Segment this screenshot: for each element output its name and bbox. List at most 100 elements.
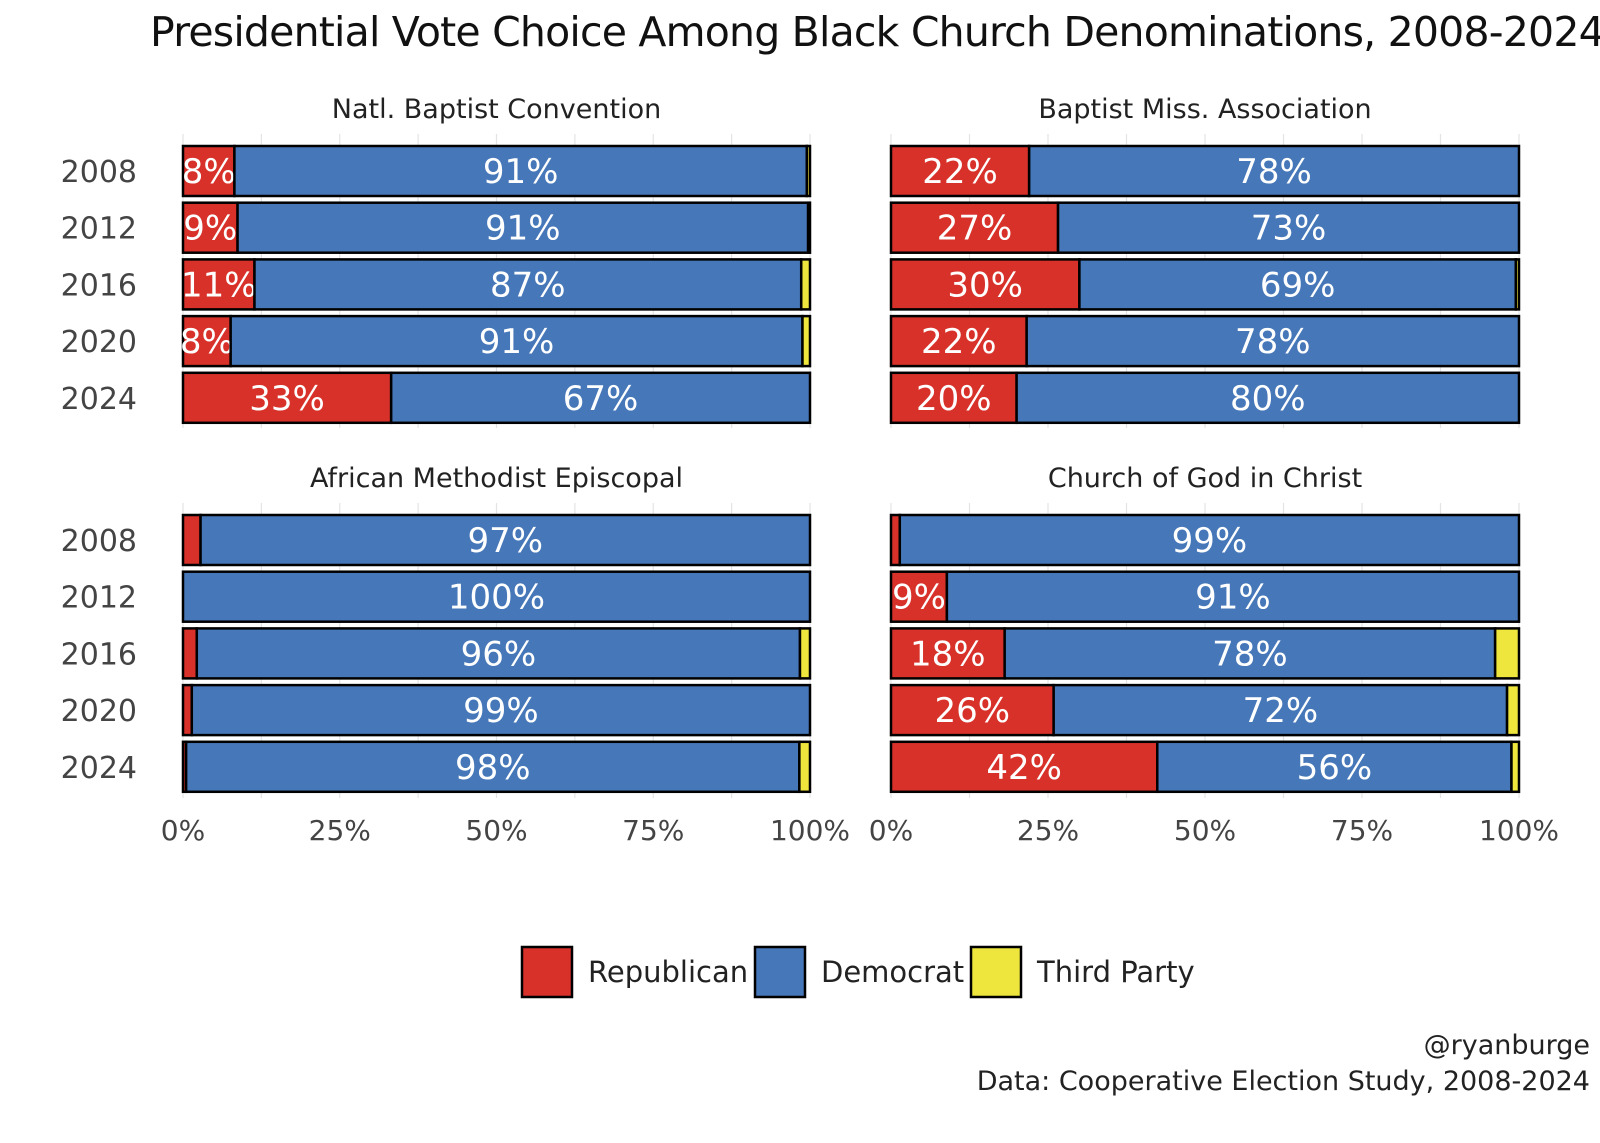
panel-4-label-2016-democrat: 78% (1212, 634, 1288, 674)
panel-1-label-2016-republican: 11% (181, 265, 257, 305)
panel-4-bar-2020-democrat (1052, 683, 1509, 737)
panel-2-bar-2012-democrat (1056, 201, 1521, 254)
year-label-2016: 2016 (61, 637, 137, 672)
panel-2-bar-2008-republican (889, 144, 1031, 198)
panel-3-title: African Methodist Episcopal (310, 463, 683, 494)
panel-2-label-2020-democrat: 78% (1235, 322, 1311, 362)
panel-3-label-2020-democrat: 99% (463, 691, 539, 731)
panel-3-bar-2024-third-party (798, 740, 812, 794)
panel-4-xtick: 25% (1017, 814, 1079, 847)
panel-3-xtick: 0% (161, 814, 205, 847)
panel-2-bar-2012-republican (889, 201, 1060, 254)
panel-1-label-2012-republican: 9% (183, 209, 237, 249)
panel-3-xtick: 25% (309, 814, 371, 847)
panel-1-bar-2008-democrat (233, 144, 809, 198)
year-label-2020: 2020 (61, 694, 137, 729)
panel-1-label-2024-republican: 33% (249, 379, 325, 419)
year-label-2012: 2012 (61, 581, 137, 616)
panel-4-bar-2012-republican (889, 570, 949, 623)
credit-handle: @ryanburge (1423, 1030, 1590, 1061)
legend-label-democrat: Democrat (821, 955, 964, 989)
panel-3-label-2012-democrat: 100% (448, 578, 545, 618)
panel-2-bar-2020-republican (889, 314, 1028, 368)
panel-3-bar-2016-third-party (798, 627, 812, 680)
panel-3-bar-2016-republican (181, 627, 199, 680)
panel-3-bar-2020-republican (181, 683, 194, 737)
panel-4-bar-2008-republican (889, 513, 902, 567)
panel-2-label-2012-democrat: 73% (1251, 209, 1327, 249)
panel-4-label-2016-republican: 18% (910, 634, 986, 674)
panel-2-label-2024-republican: 20% (916, 379, 992, 419)
panel-3-bar-2012-democrat (181, 570, 812, 623)
panel-1-bar-2016-republican (181, 258, 256, 311)
panel-4-bar-2008-democrat (898, 513, 1521, 567)
panel-4-label-2024-republican: 42% (986, 748, 1062, 788)
panel-4-bar-2024-republican (889, 740, 1159, 794)
panel-1-bar-2008-third-party (805, 144, 812, 198)
panel-3-bar-2008-democrat (199, 513, 812, 567)
year-label-2016: 2016 (61, 268, 137, 303)
credit-source: Data: Cooperative Election Study, 2008-2… (976, 1066, 1590, 1097)
panel-2-bar-2016-republican (889, 258, 1081, 311)
panel-1-bar-2020-republican (181, 314, 232, 368)
panel-4-label-2024-democrat: 56% (1297, 748, 1373, 788)
panel-1-title: Natl. Baptist Convention (332, 94, 661, 125)
panel-2-bar-2024-democrat (1015, 371, 1521, 425)
year-label-2024: 2024 (61, 751, 137, 786)
panel-4-bar-2016-democrat (1003, 627, 1497, 680)
panel-1-bar-2012-third-party (806, 201, 812, 254)
panel-4-xtick: 0% (869, 814, 913, 847)
panel-1-bar-2012-democrat (236, 201, 810, 254)
panel-4-bar-2020-third-party (1505, 683, 1521, 737)
panel-2-label-2008-democrat: 78% (1236, 152, 1312, 192)
panel-4-label-2012-republican: 9% (892, 578, 946, 618)
panel-3-bar-2016-democrat (195, 627, 802, 680)
year-label-2008: 2008 (61, 524, 137, 559)
panel-3-xtick: 50% (465, 814, 527, 847)
panel-4-bar-2016-third-party (1493, 627, 1521, 680)
panel-3-label-2008-democrat: 97% (467, 521, 543, 561)
panel-3-bar-2024-democrat (184, 740, 801, 794)
legend-swatch-democrat (753, 945, 807, 999)
panel-1-label-2008-democrat: 91% (483, 152, 559, 192)
panel-4-label-2020-democrat: 72% (1243, 691, 1319, 731)
panel-3-bar-2020-democrat (190, 683, 812, 737)
panel-2-label-2016-democrat: 69% (1260, 265, 1336, 305)
panel-1-bar-2008-republican (181, 144, 236, 198)
panel-4-title: Church of God in Christ (1048, 463, 1362, 494)
panel-4-label-2020-republican: 26% (935, 691, 1011, 731)
panel-1-bar-2024-republican (181, 371, 393, 425)
panel-3-bar-2008-republican (181, 513, 202, 567)
panel-4-bar-2012-democrat (945, 570, 1521, 623)
panel-1-label-2016-democrat: 87% (490, 265, 566, 305)
panel-1-bar-2016-democrat (253, 258, 803, 311)
panel-4-label-2008-democrat: 99% (1172, 521, 1248, 561)
panel-1-label-2020-democrat: 91% (479, 322, 555, 362)
panel-3-label-2024-democrat: 98% (455, 748, 531, 788)
panel-2-label-2020-republican: 22% (921, 322, 997, 362)
panel-3-label-2016-democrat: 96% (461, 634, 537, 674)
year-label-2008: 2008 (61, 155, 137, 190)
panel-4-label-2012-democrat: 91% (1195, 578, 1271, 618)
panel-2-bar-2024-republican (889, 371, 1018, 425)
panel-2-label-2008-republican: 22% (922, 152, 998, 192)
panel-4-xtick: 50% (1174, 814, 1236, 847)
year-label-2024: 2024 (61, 382, 137, 417)
year-label-2012: 2012 (61, 212, 137, 247)
year-label-2020: 2020 (61, 325, 137, 360)
panel-1-label-2012-democrat: 91% (485, 209, 561, 249)
legend-label-republican: Republican (588, 955, 748, 989)
panel-2-title: Baptist Miss. Association (1038, 94, 1371, 125)
panel-2-bar-2020-democrat (1025, 314, 1521, 368)
panel-3-xtick: 75% (622, 814, 684, 847)
panel-4-bar-2024-third-party (1510, 740, 1521, 794)
legend-swatch-third-party (969, 945, 1023, 999)
panel-2-label-2016-republican: 30% (947, 265, 1023, 305)
panel-2-label-2012-republican: 27% (937, 209, 1013, 249)
panel-3-xtick: 100% (770, 814, 850, 847)
legend-label-third-party: Third Party (1036, 955, 1195, 989)
panel-4-xtick: 100% (1479, 814, 1559, 847)
panel-4-xtick: 75% (1331, 814, 1393, 847)
panel-2-bar-2008-democrat (1027, 144, 1521, 198)
